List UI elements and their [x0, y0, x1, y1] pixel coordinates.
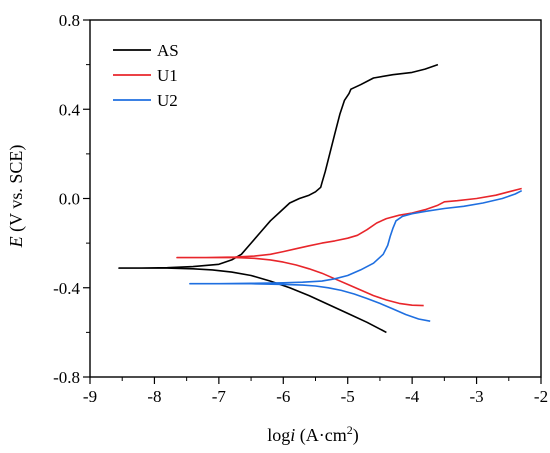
- series-group: [118, 63, 523, 334]
- y-tick-label: 0.4: [59, 100, 81, 119]
- x-tick-label: -8: [147, 387, 161, 406]
- x-tick-label: -4: [405, 387, 420, 406]
- legend-label-as: AS: [157, 41, 179, 60]
- y-axis-label: E (V vs. SCE): [6, 145, 27, 249]
- x-tick-label: -3: [469, 387, 483, 406]
- y-axis-ticks: -0.8 -0.4 0.0 0.4 0.8: [53, 11, 90, 387]
- y-tick-label: 0.0: [59, 190, 80, 209]
- x-axis-ticks: -9 -8 -7 -6 -5 -4 -3 -2: [83, 377, 548, 406]
- series-line-u1: [176, 187, 522, 307]
- x-axis-label: logi (A·cm2): [267, 423, 359, 446]
- y-tick-label: -0.4: [53, 279, 80, 298]
- y-tick-label: -0.8: [53, 368, 80, 387]
- x-tick-label: -6: [276, 387, 290, 406]
- series-line-as: [118, 63, 439, 334]
- x-tick-label: -5: [341, 387, 355, 406]
- series-line-u2: [189, 189, 523, 322]
- x-tick-label: -2: [534, 387, 548, 406]
- x-tick-label: -7: [212, 387, 227, 406]
- legend-label-u2: U2: [157, 91, 178, 110]
- x-tick-label: -9: [83, 387, 97, 406]
- legend: AS U1 U2: [113, 41, 179, 110]
- y-tick-label: 0.8: [59, 11, 80, 30]
- legend-label-u1: U1: [157, 66, 178, 85]
